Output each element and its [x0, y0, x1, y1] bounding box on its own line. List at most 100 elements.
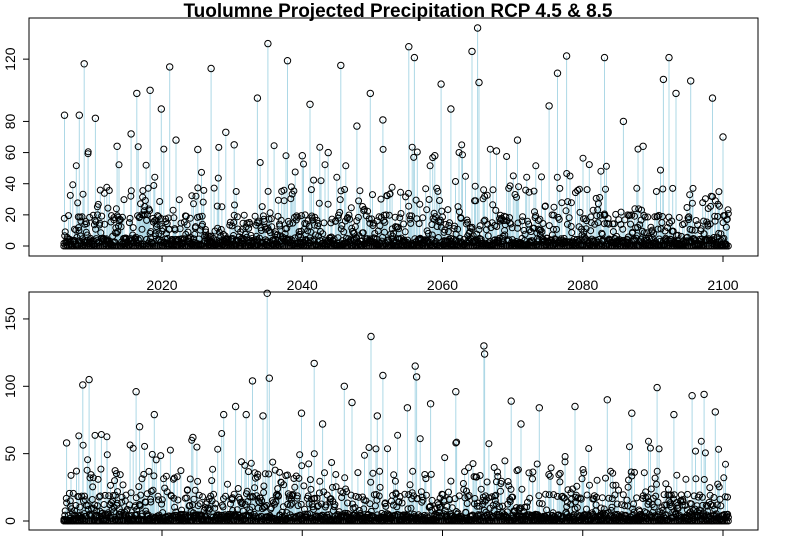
data-point [311, 231, 319, 239]
data-point [195, 235, 203, 243]
data-point [191, 230, 199, 238]
data-point-extreme [553, 69, 562, 77]
data-point [142, 161, 150, 169]
data-point [458, 141, 466, 149]
data-point-extreme [172, 136, 180, 144]
data-point [525, 188, 533, 196]
data-point [596, 194, 604, 201]
data-point [231, 201, 238, 209]
data-point [555, 215, 563, 223]
x-tick-label: 2100 [707, 277, 738, 293]
plot-frame-top [28, 17, 759, 257]
data-point [724, 210, 732, 218]
data-point [508, 224, 516, 232]
data-point [233, 213, 241, 221]
data-point [300, 160, 307, 168]
data-point [226, 218, 234, 226]
data-point [489, 201, 497, 209]
data-point [241, 235, 249, 243]
data-point [685, 216, 692, 224]
data-point [315, 232, 323, 240]
data-point [617, 221, 625, 228]
data-point [454, 203, 462, 211]
data-point [476, 222, 484, 230]
data-point [408, 212, 416, 220]
data-point [396, 214, 404, 222]
data-point [397, 210, 405, 217]
data-point [619, 225, 627, 233]
data-point [659, 185, 667, 193]
data-point [410, 153, 418, 161]
data-point [127, 187, 135, 195]
data-point [704, 222, 712, 230]
data-point [188, 192, 196, 200]
data-point-extreme [659, 75, 668, 84]
data-point-extreme [619, 117, 628, 126]
data-point [129, 224, 137, 232]
data-point [428, 231, 436, 239]
data-point-extreme [447, 105, 455, 113]
data-point [711, 212, 719, 220]
data-point [264, 187, 272, 195]
data-point [513, 193, 520, 201]
data-point-extreme [157, 105, 166, 113]
data-point [280, 186, 288, 194]
data-point [506, 214, 513, 222]
data-point [182, 212, 190, 220]
data-point [582, 225, 590, 233]
data-point [369, 191, 376, 199]
data-point [480, 186, 488, 194]
data-point [388, 183, 396, 191]
x-tick-label: 2080 [567, 277, 598, 293]
data-point [413, 148, 421, 156]
data-point [230, 211, 238, 219]
data-point [643, 229, 651, 237]
data-point [518, 217, 526, 225]
data-point-extreme [379, 116, 387, 124]
data-point [125, 219, 133, 227]
data-point [251, 212, 259, 220]
data-point-extreme [283, 57, 292, 65]
data-point [591, 220, 599, 228]
data-point [500, 217, 508, 225]
data-point [537, 226, 545, 234]
data-point [636, 221, 644, 229]
data-point [381, 218, 389, 226]
data-point [651, 213, 659, 221]
data-point [455, 149, 463, 156]
data-point [200, 186, 208, 194]
data-point [454, 225, 462, 233]
data-point [416, 200, 424, 208]
data-point [364, 207, 372, 215]
data-point [685, 213, 693, 221]
data-point-extreme [600, 53, 609, 62]
data-point [565, 214, 573, 222]
data-point-extreme [298, 152, 306, 160]
data-point [722, 223, 730, 231]
data-point [280, 197, 288, 205]
data-point [342, 162, 350, 170]
data-point [572, 189, 579, 197]
stems-bottom [63, 293, 729, 521]
data-point [433, 223, 441, 230]
data-point [75, 224, 82, 232]
data-point [92, 225, 100, 233]
data-point [196, 213, 204, 221]
data-point [576, 208, 584, 216]
data-point [492, 206, 500, 214]
data-point [267, 215, 275, 223]
data-point [341, 186, 349, 193]
data-point [650, 230, 657, 238]
data-point [515, 183, 523, 191]
data-point [459, 151, 466, 159]
y-axis-top: 0 20 40 60 80 120 [2, 47, 29, 250]
data-point [694, 221, 702, 229]
data-point [317, 228, 324, 235]
data-point [425, 196, 433, 203]
data-point [83, 220, 90, 228]
data-point [530, 187, 538, 195]
data-point [454, 238, 462, 246]
data-point [654, 225, 662, 233]
data-point [120, 196, 128, 204]
data-point-extreme [492, 147, 501, 155]
